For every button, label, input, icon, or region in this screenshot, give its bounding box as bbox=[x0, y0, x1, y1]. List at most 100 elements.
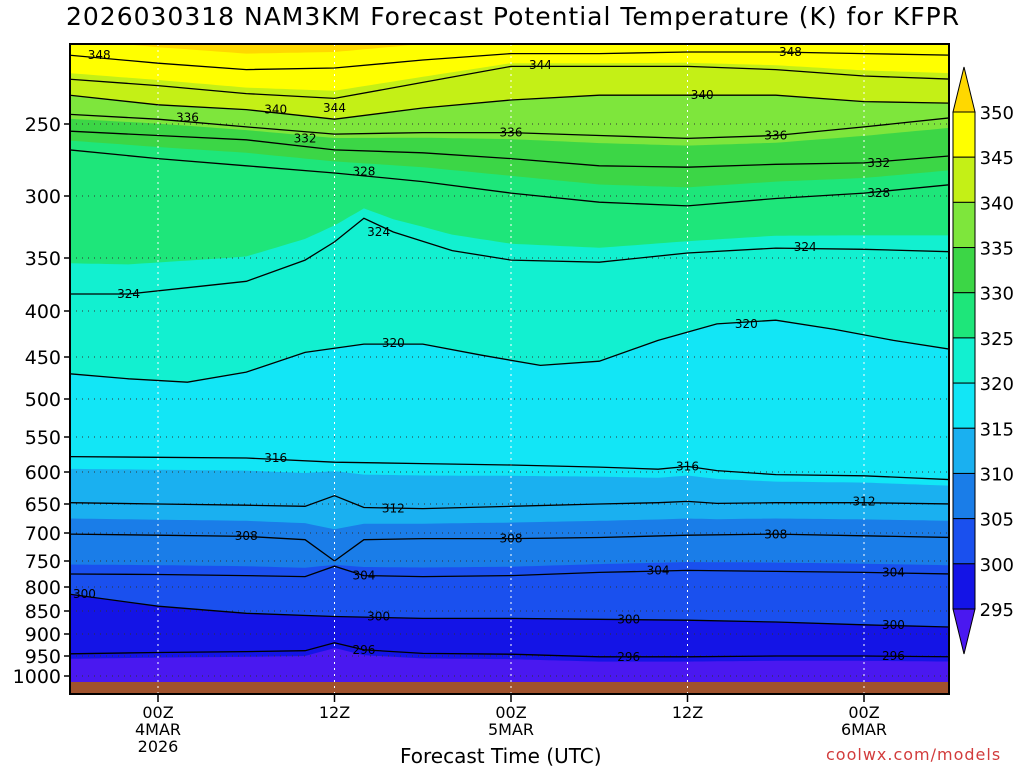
band-fill-350 bbox=[70, 44, 949, 54]
contour-308 bbox=[70, 533, 949, 562]
contour-label-312: 312 bbox=[853, 494, 876, 508]
colorbar-label-305: 305 bbox=[980, 510, 1014, 531]
y-tick-label-450: 450 bbox=[25, 347, 61, 369]
y-tick-label-600: 600 bbox=[25, 462, 61, 484]
colorbar-segment-340 bbox=[952, 156, 976, 203]
contour-336 bbox=[70, 113, 949, 140]
contour-label-336: 336 bbox=[176, 111, 199, 125]
y-tick-label-550: 550 bbox=[25, 427, 61, 449]
colorbar-label-345: 345 bbox=[980, 148, 1014, 169]
x-tick-label-6-1: 4MAR bbox=[135, 720, 181, 739]
contour-label-296: 296 bbox=[352, 643, 375, 657]
contour-label-324: 324 bbox=[794, 240, 817, 254]
contour-label-328: 328 bbox=[352, 165, 375, 179]
contour-label-300: 300 bbox=[73, 587, 96, 601]
contour-320 bbox=[70, 319, 949, 383]
contour-304 bbox=[70, 565, 949, 578]
contour-label-348: 348 bbox=[88, 48, 111, 62]
ground-surface bbox=[70, 682, 949, 694]
x-tick-label-30-1: 5MAR bbox=[488, 720, 534, 739]
colorbar-max-arrow bbox=[952, 66, 976, 113]
contour-label-300: 300 bbox=[617, 612, 640, 626]
colorbar-segment-330 bbox=[952, 247, 976, 294]
contour-label-336: 336 bbox=[500, 126, 523, 140]
contour-labels: 348 348 344 344 340 340 336 336 336 332 332 328 328 3… bbox=[73, 45, 905, 664]
colorbar-segment-295 bbox=[952, 563, 976, 610]
contour-label-320: 320 bbox=[735, 317, 758, 331]
contour-label-332: 332 bbox=[294, 131, 317, 145]
colorbar-segment-345 bbox=[952, 111, 976, 158]
colorbar-label-350: 350 bbox=[980, 103, 1014, 124]
y-tick-label-850: 850 bbox=[25, 601, 61, 623]
colorbar-segment-325 bbox=[952, 292, 976, 339]
y-tick-label-350: 350 bbox=[25, 248, 61, 270]
source-credit: coolwx.com/models bbox=[826, 745, 1002, 764]
colorbar-label-340: 340 bbox=[980, 193, 1014, 214]
contour-340 bbox=[70, 94, 949, 120]
contour-label-316: 316 bbox=[676, 459, 699, 473]
contour-332 bbox=[70, 130, 949, 168]
contour-label-340: 340 bbox=[691, 88, 714, 102]
contour-label-324: 324 bbox=[117, 287, 140, 301]
y-tick-label-900: 900 bbox=[25, 624, 61, 646]
contour-label-348: 348 bbox=[779, 45, 802, 59]
chart-title: 2026030318 NAM3KM Forecast Potential Tem… bbox=[66, 2, 961, 31]
y-tick-label-1000: 1000 bbox=[13, 666, 61, 688]
contour-348 bbox=[70, 51, 949, 71]
contour-label-296: 296 bbox=[617, 650, 640, 664]
x-tick-label-30-0: 00Z bbox=[495, 703, 526, 722]
contour-label-308: 308 bbox=[500, 532, 523, 546]
y-tick-label-250: 250 bbox=[25, 114, 61, 136]
colorbar-label-320: 320 bbox=[980, 374, 1014, 395]
contour-label-324: 324 bbox=[367, 225, 390, 239]
contour-296 bbox=[70, 642, 949, 658]
y-tick-label-750: 750 bbox=[25, 551, 61, 573]
contour-label-308: 308 bbox=[235, 529, 258, 543]
contour-label-312: 312 bbox=[382, 502, 405, 516]
contour-label-344: 344 bbox=[529, 58, 552, 72]
contour-label-320: 320 bbox=[382, 336, 405, 350]
temperature-fill-bands bbox=[70, 44, 949, 694]
contour-label-296: 296 bbox=[882, 649, 905, 663]
contour-label-304: 304 bbox=[352, 569, 375, 583]
contour-label-300: 300 bbox=[882, 618, 905, 632]
contour-label-344: 344 bbox=[323, 101, 346, 115]
contour-label-308: 308 bbox=[764, 528, 787, 542]
contour-label-304: 304 bbox=[647, 563, 670, 577]
colorbar-min-arrow bbox=[952, 608, 976, 655]
grid-lines bbox=[70, 44, 949, 694]
contour-label-304: 304 bbox=[882, 565, 905, 579]
y-tick-label-400: 400 bbox=[25, 301, 61, 323]
ground-bar bbox=[70, 682, 949, 694]
contour-label-328: 328 bbox=[867, 186, 890, 200]
contour-316 bbox=[70, 455, 949, 481]
colorbar: 350 345 340 335 330 325 320 315 310 305 300 295 bbox=[952, 66, 1014, 655]
y-tick-label-300: 300 bbox=[25, 186, 61, 208]
contour-label-336: 336 bbox=[764, 129, 787, 143]
contour-300 bbox=[70, 593, 949, 628]
contour-label-340: 340 bbox=[264, 103, 287, 117]
y-tick-label-950: 950 bbox=[25, 646, 61, 668]
colorbar-segment-300 bbox=[952, 518, 976, 565]
x-tick-label-6-0: 00Z bbox=[142, 703, 173, 722]
colorbar-segment-335 bbox=[952, 201, 976, 249]
x-tick-label-18-0: 12Z bbox=[319, 703, 350, 722]
colorbar-segment-315 bbox=[952, 382, 976, 429]
y-tick-label-700: 700 bbox=[25, 523, 61, 545]
contour-344 bbox=[70, 65, 949, 100]
y-tick-label-500: 500 bbox=[25, 389, 61, 411]
colorbar-segment-310 bbox=[952, 427, 976, 474]
colorbar-label-315: 315 bbox=[980, 419, 1014, 440]
y-tick-label-650: 650 bbox=[25, 494, 61, 516]
contour-312 bbox=[70, 495, 949, 510]
colorbar-label-335: 335 bbox=[980, 239, 1014, 260]
colorbar-label-325: 325 bbox=[980, 329, 1014, 350]
contour-label-300: 300 bbox=[367, 610, 390, 624]
colorbar-label-295: 295 bbox=[980, 600, 1014, 621]
colorbar-segment-320 bbox=[952, 337, 976, 384]
contour-324 bbox=[70, 217, 949, 295]
x-tick-label-54-1: 6MAR bbox=[841, 720, 887, 739]
colorbar-label-310: 310 bbox=[980, 464, 1014, 485]
